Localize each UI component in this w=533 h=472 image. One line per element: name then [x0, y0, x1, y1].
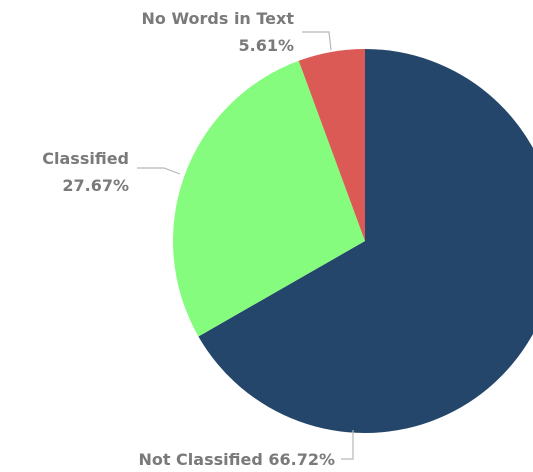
slice-label-no-words: No Words in Text: [141, 9, 294, 28]
leader-line-not-classified: [341, 430, 354, 460]
slice-label-not-classified: Not Classified 66.72%: [138, 450, 335, 469]
leader-line-classified: [137, 167, 181, 175]
pie-slice-classified: [172, 60, 365, 337]
slice-label-classified: Classified: [42, 149, 129, 168]
leader-line-no-words: [302, 31, 332, 51]
pie-slices: [172, 48, 533, 433]
pie-slice-no-words-in-text: [298, 48, 365, 241]
pie-slice-not-classified: [198, 49, 533, 433]
slice-value-no-words: 5.61%: [238, 36, 294, 55]
slice-value-classified: 27.67%: [62, 176, 129, 195]
